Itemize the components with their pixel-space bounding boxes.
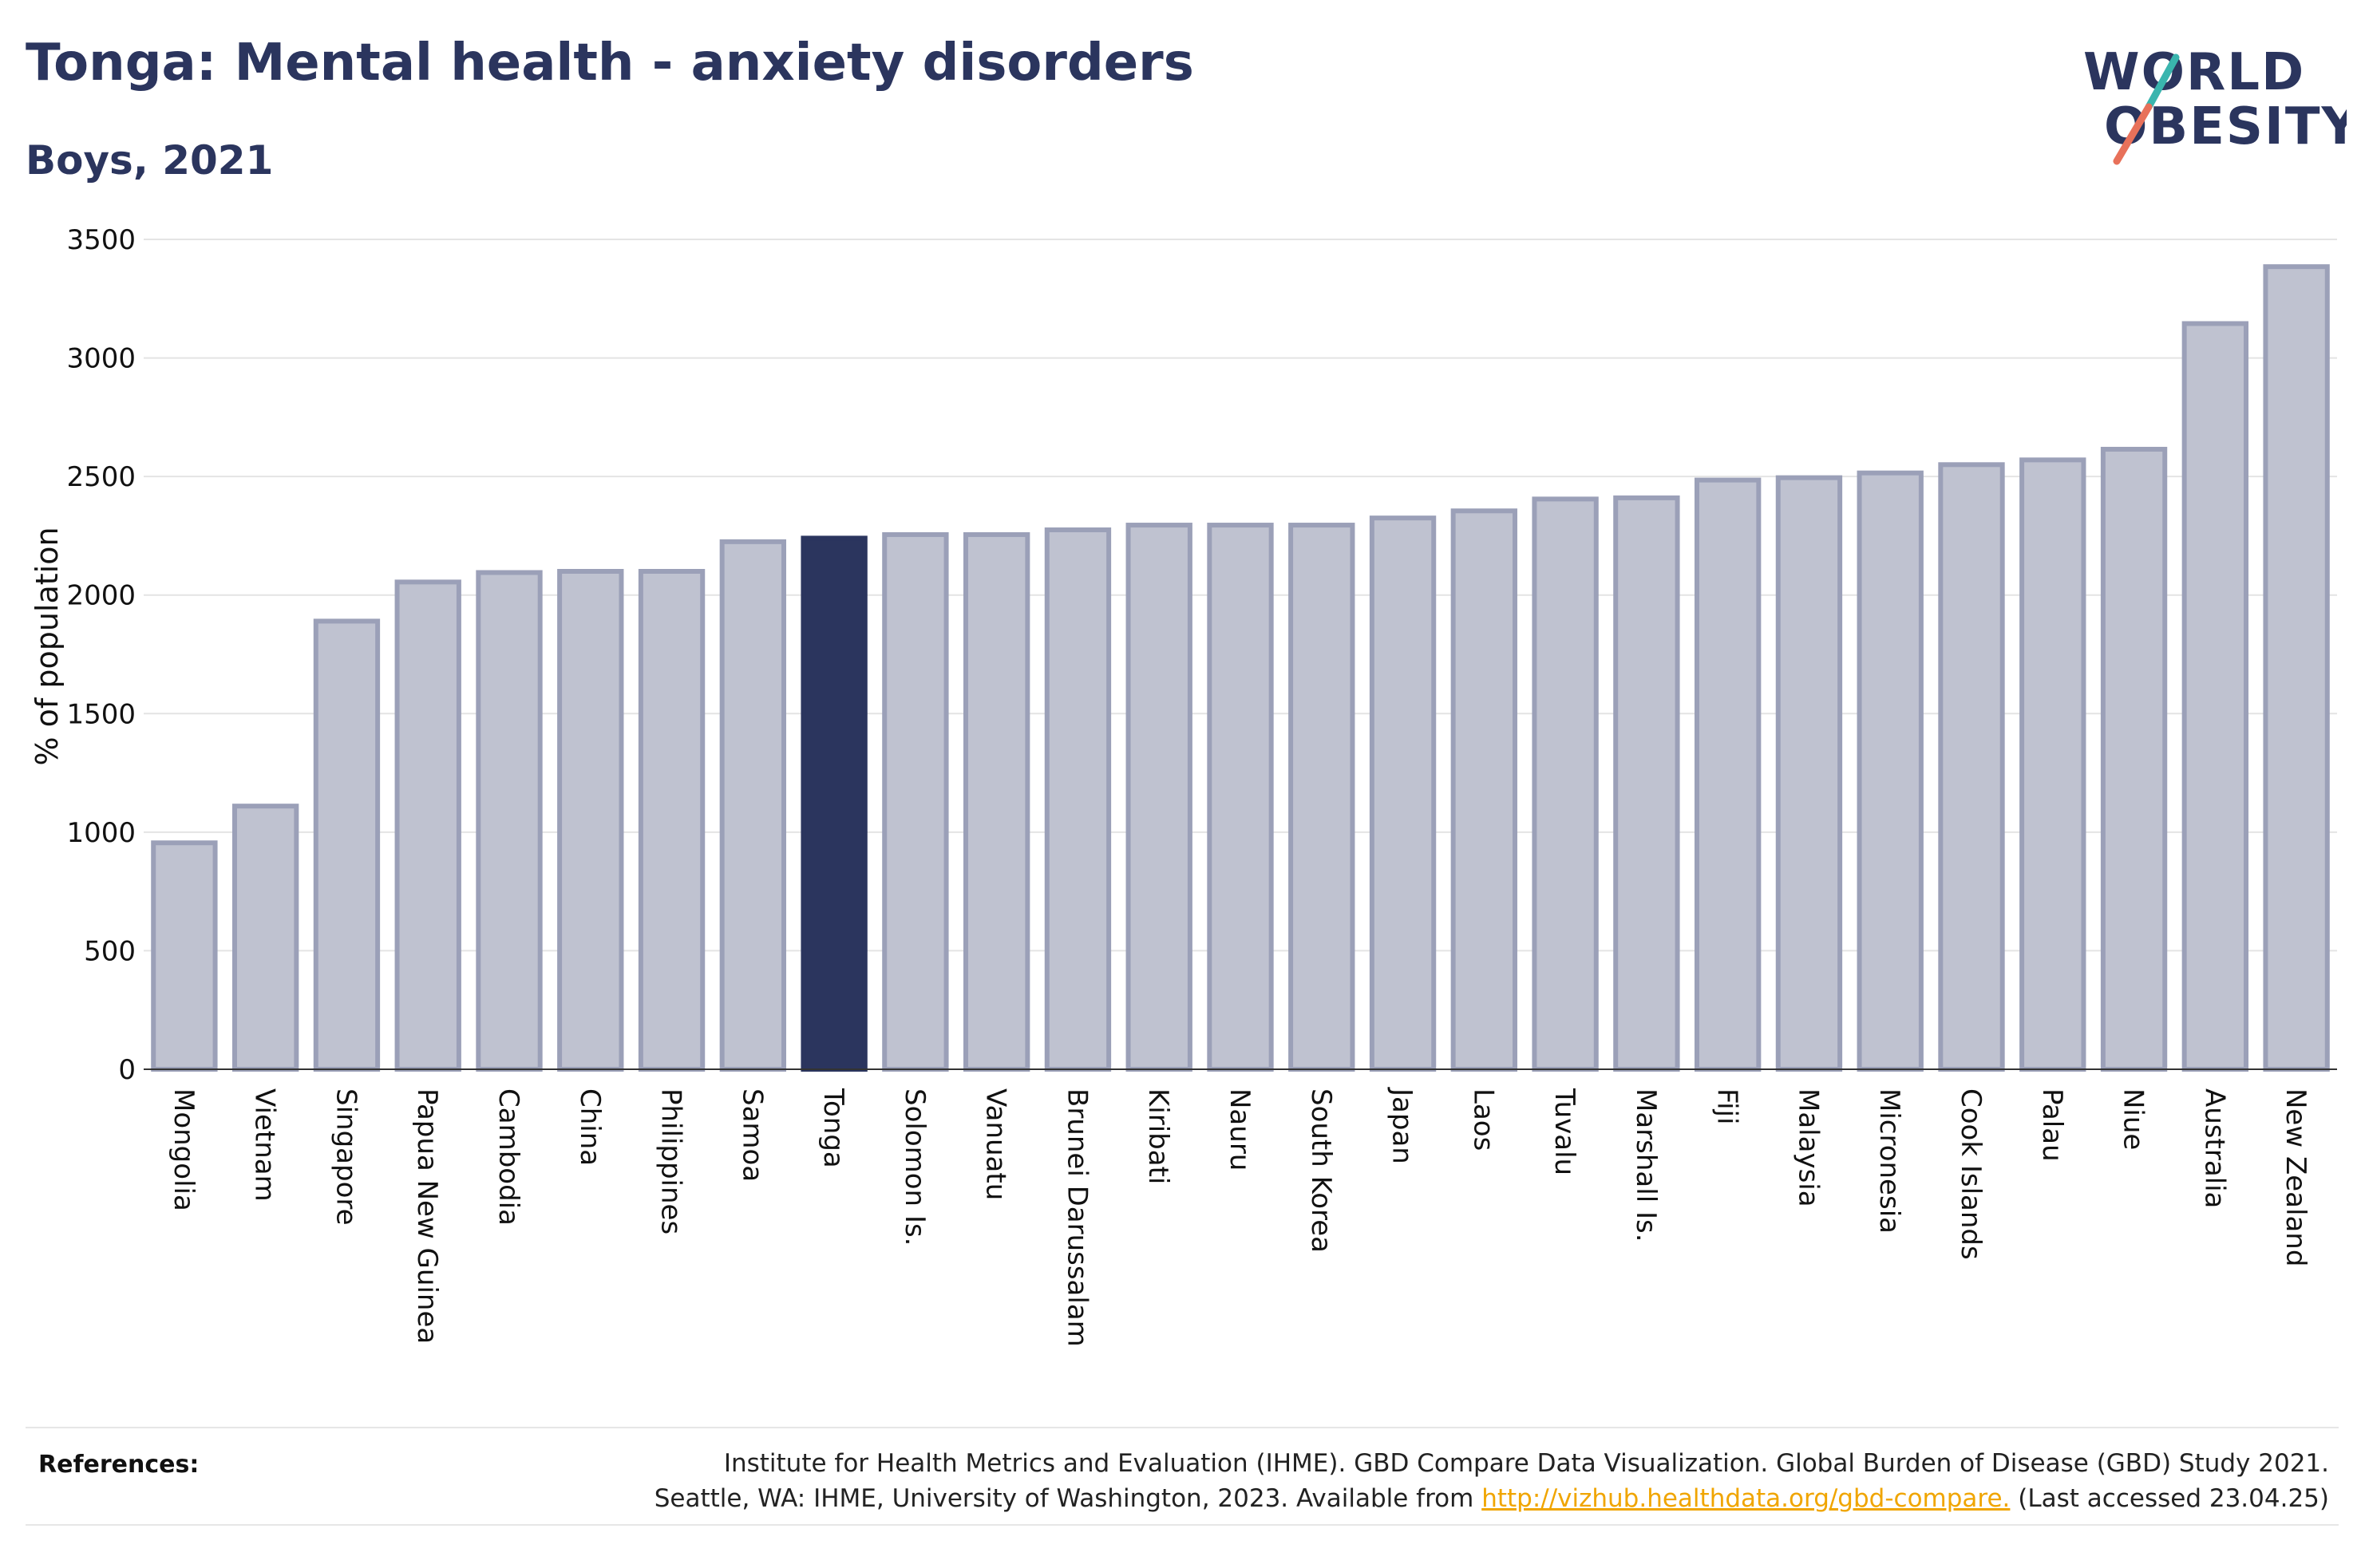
x-tick-label: Cook Islands — [1955, 1088, 1987, 1260]
x-tick-label: Vanuatu — [980, 1088, 1012, 1200]
bar-vietnam — [231, 804, 299, 1072]
x-tick-label: Papua New Guinea — [411, 1088, 443, 1344]
x-axis-labels: Mongolia Vietnam Singapore Papua New Guinea… — [168, 1087, 2312, 1347]
bar-laos — [1450, 508, 1518, 1072]
y-tick-label: 0 — [118, 1054, 136, 1086]
x-tick-label: Nauru — [1224, 1088, 1256, 1171]
x-tick-label: Palau — [2036, 1088, 2068, 1162]
chart-subtitle: Boys, 2021 — [26, 137, 274, 184]
x-tick-label: Cambodia — [492, 1088, 524, 1226]
y-tick-label: 2000 — [66, 580, 136, 612]
bar-solomon-is — [882, 531, 949, 1072]
bar-singapore — [313, 618, 381, 1072]
bar-nauru — [1207, 523, 1274, 1072]
bar-papua-new-guinea — [394, 579, 461, 1072]
reference-line1: Institute for Health Metrics and Evaluat… — [723, 1449, 2329, 1478]
references-separator-bottom — [26, 1524, 2339, 1526]
references-text: Institute for Health Metrics and Evaluat… — [655, 1446, 2329, 1516]
x-tick-label: Singapore — [330, 1088, 362, 1226]
bar-niue — [2100, 446, 2168, 1072]
reference-line2-suffix: (Last accessed 23.04.25) — [2010, 1484, 2329, 1513]
bar-malaysia — [1775, 475, 1843, 1072]
x-tick-label: China — [574, 1088, 606, 1166]
x-tick-label: Niue — [2118, 1088, 2149, 1150]
x-tick-label: South Korea — [1305, 1088, 1337, 1253]
bar-chart: 0 500 1000 1500 2000 2500 3000 3500 Mongolia Vie… — [30, 224, 2337, 1347]
bar-marshall-is — [1613, 495, 1680, 1072]
bar-vanuatu — [963, 531, 1030, 1072]
x-tick-label: Malaysia — [1792, 1088, 1824, 1207]
logo-line1: WORLD — [2083, 43, 2305, 102]
x-tick-label: Tuvalu — [1548, 1088, 1580, 1175]
x-tick-label: Fiji — [1711, 1088, 1743, 1124]
x-tick-label: Kiribati — [1142, 1088, 1174, 1184]
x-tick-label: Japan — [1386, 1087, 1418, 1164]
bar-cook-islands — [1938, 462, 2005, 1072]
x-tick-label: Mongolia — [168, 1088, 200, 1211]
bar-brunei-darussalam — [1044, 527, 1112, 1072]
bar-fiji — [1694, 477, 1762, 1072]
x-tick-label: Tonga — [817, 1088, 849, 1168]
bar-australia — [2181, 321, 2249, 1072]
y-tick-label: 3500 — [66, 224, 136, 256]
reference-line2: Seattle, WA: IHME, University of Washing… — [655, 1481, 2329, 1516]
x-tick-label: Philippines — [655, 1088, 687, 1234]
world-obesity-logo: WORLD OBESITY — [2083, 43, 2347, 165]
chart-title: Tonga: Mental health - anxiety disorders — [26, 34, 1194, 93]
x-tick-label: Samoa — [736, 1088, 768, 1182]
x-tick-label: New Zealand — [2280, 1088, 2312, 1266]
bar-south-korea — [1288, 523, 1355, 1072]
logo-slash-coral — [2113, 103, 2153, 165]
bar-tonga — [801, 535, 868, 1072]
x-tick-label: Vietnam — [249, 1088, 281, 1202]
x-tick-label: Marshall Is. — [1630, 1088, 1662, 1242]
bar-micronesia — [1857, 470, 1924, 1072]
reference-link[interactable]: http://vizhub.healthdata.org/gbd-compare… — [1481, 1484, 2011, 1513]
bars — [151, 264, 2330, 1072]
bar-china — [557, 569, 624, 1072]
x-tick-label: Brunei Darussalam — [1061, 1088, 1093, 1347]
bar-mongolia — [151, 840, 218, 1072]
x-tick-label: Laos — [1467, 1088, 1499, 1151]
y-tick-label: 2500 — [66, 461, 136, 493]
bar-japan — [1369, 515, 1437, 1072]
x-tick-label: Solomon Is. — [899, 1088, 931, 1246]
x-tick-label: Micronesia — [1873, 1088, 1905, 1234]
reference-line2-prefix: Seattle, WA: IHME, University of Washing… — [654, 1484, 1482, 1513]
bar-samoa — [719, 539, 787, 1072]
y-axis-ticks: 0 500 1000 1500 2000 2500 3000 3500 — [66, 224, 136, 1086]
references-label: References: — [38, 1451, 200, 1479]
references-separator-top — [26, 1427, 2339, 1428]
bar-kiribati — [1125, 523, 1192, 1072]
bar-philippines — [638, 569, 706, 1072]
y-tick-label: 1000 — [66, 817, 136, 849]
y-tick-label: 3000 — [66, 343, 136, 375]
bar-cambodia — [476, 570, 543, 1072]
y-tick-label: 1500 — [66, 698, 136, 730]
y-tick-label: 500 — [84, 935, 136, 967]
y-axis-label: % of population — [30, 527, 65, 765]
bar-tuvalu — [1532, 496, 1599, 1072]
logo-slash-teal — [2145, 53, 2180, 111]
bar-new-zealand — [2263, 264, 2330, 1072]
bar-palau — [2019, 457, 2086, 1072]
x-tick-label: Australia — [2198, 1088, 2230, 1208]
